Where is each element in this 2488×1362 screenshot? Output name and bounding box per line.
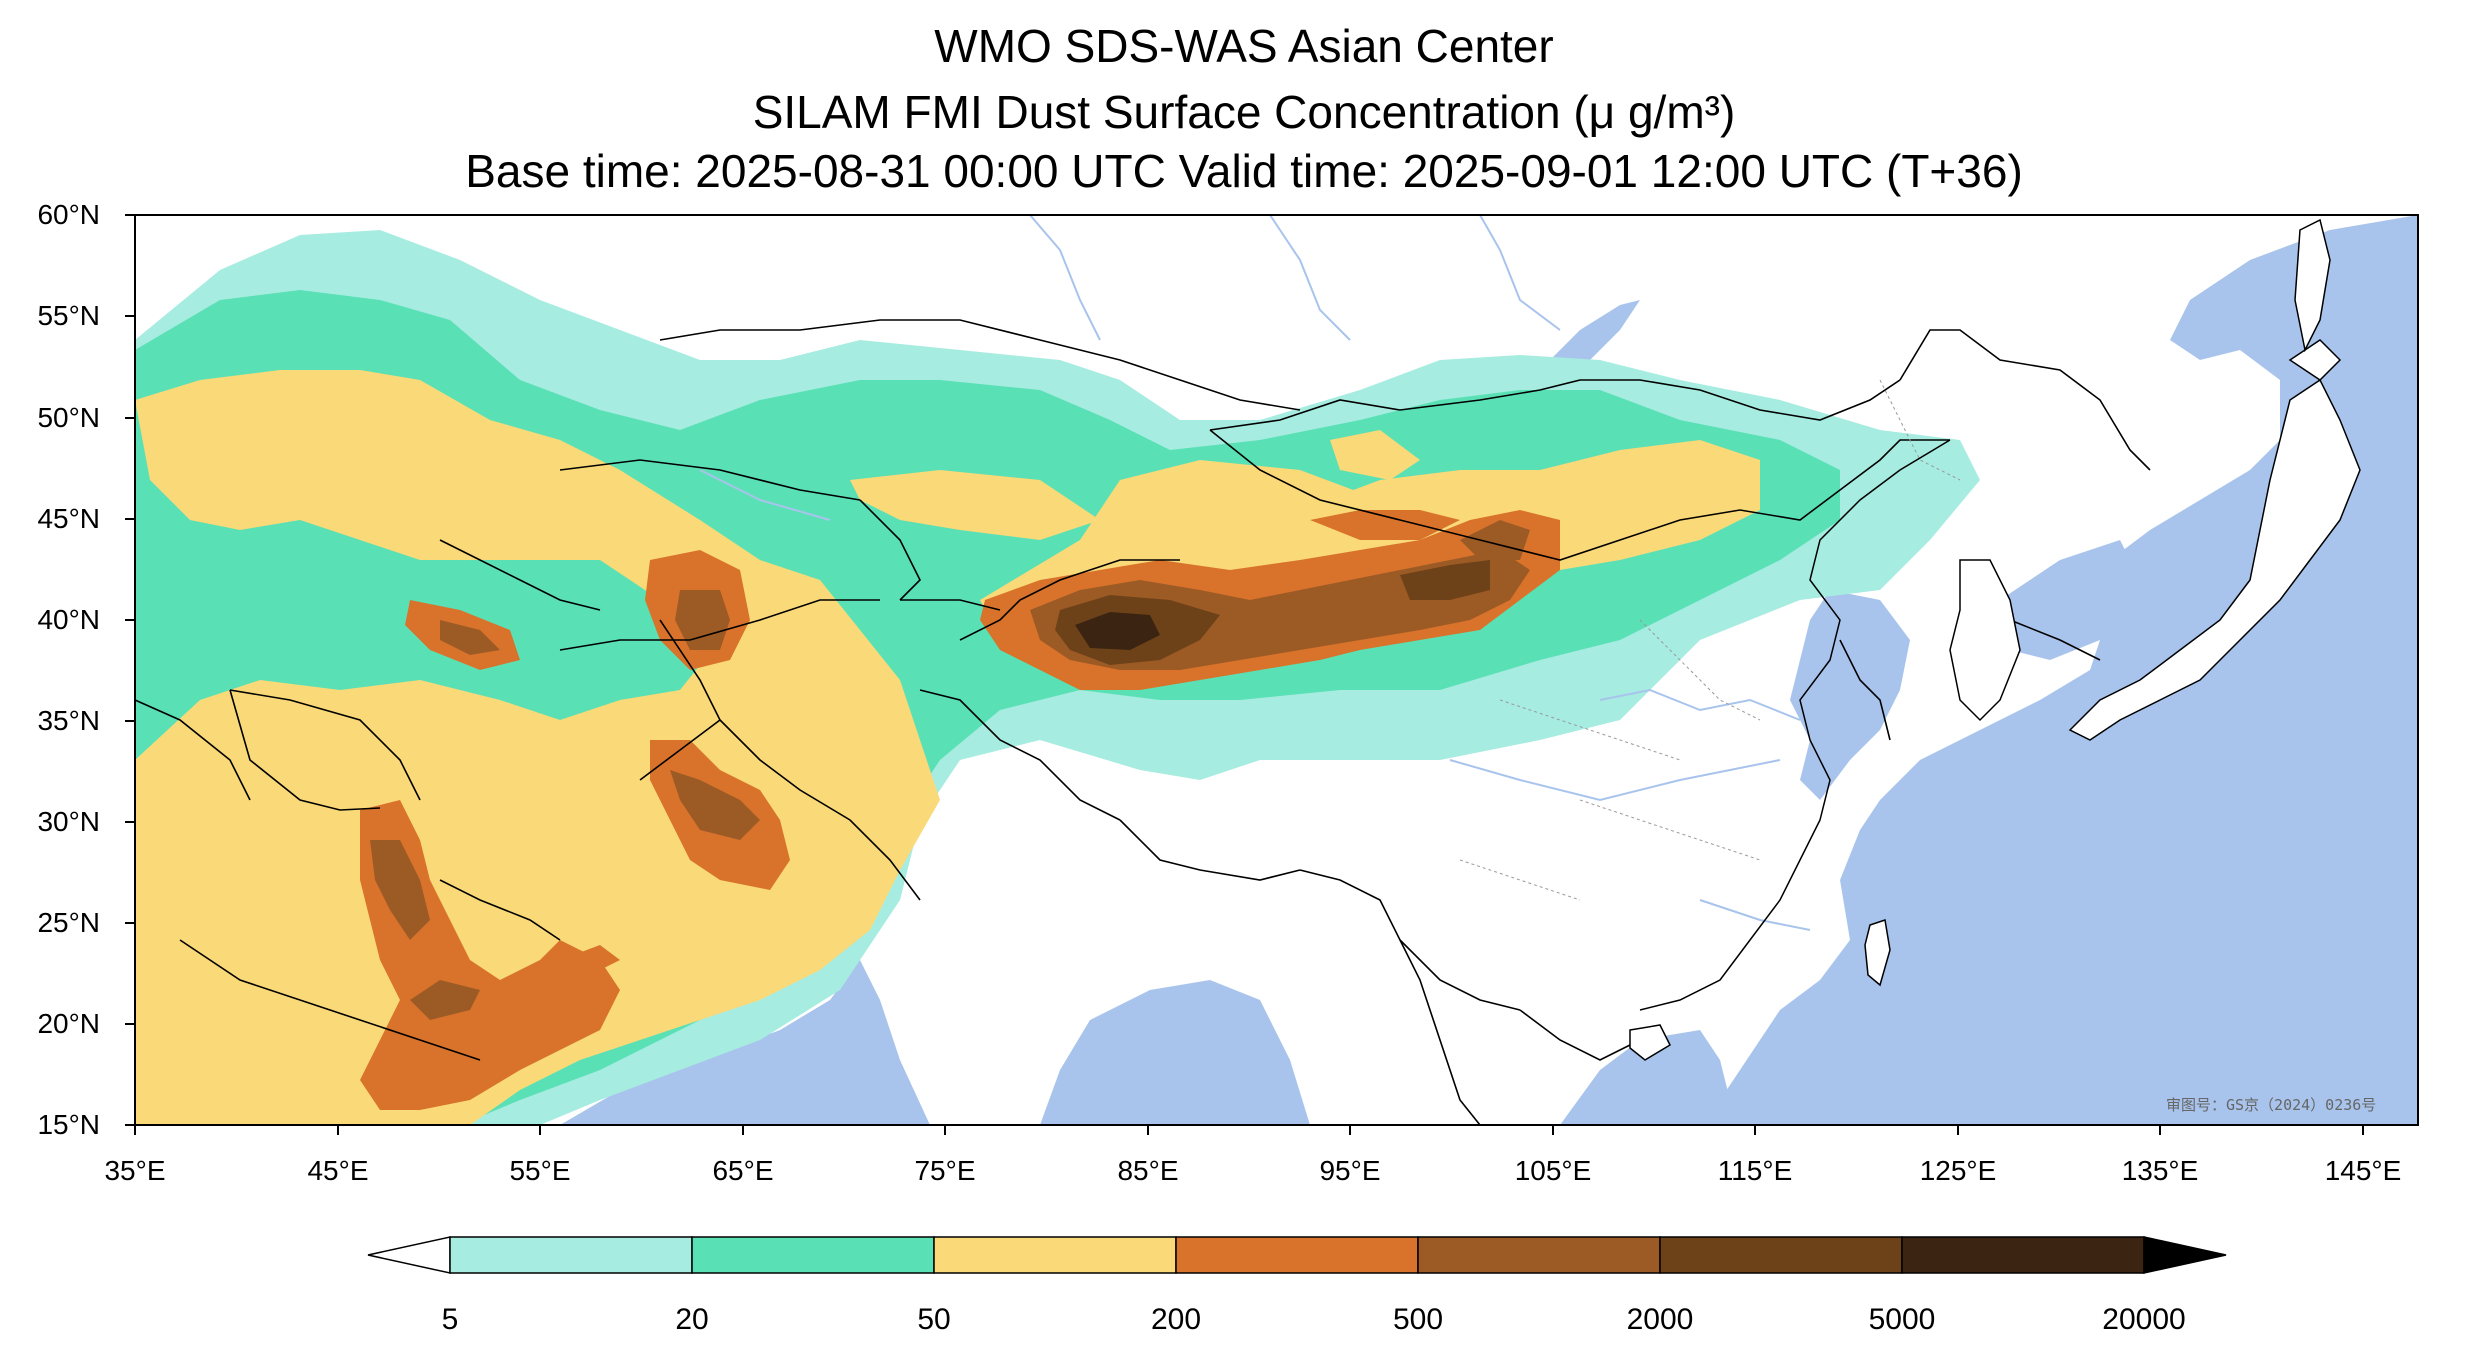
- lat-tick-label: 25°N: [37, 907, 100, 938]
- lon-tick-label: 145°E: [2324, 1155, 2402, 1186]
- lat-tick-label: 45°N: [37, 503, 100, 534]
- colorbar-label: 50: [917, 1303, 951, 1336]
- colorbar-label: 500: [1392, 1303, 1444, 1336]
- colorbar-bin-5: [1417, 1236, 1661, 1274]
- lon-tick-label: 85°E: [1117, 1155, 1179, 1186]
- colorbar-label: 5: [441, 1303, 459, 1336]
- yellow-sea: [1790, 590, 1910, 800]
- lon-tick-label: 35°E: [104, 1155, 166, 1186]
- colorbar-label: 5000: [1868, 1303, 1936, 1336]
- title-line-1: WMO SDS-WAS Asian Center: [934, 20, 1554, 72]
- colorbar-label: 200: [1150, 1303, 1202, 1336]
- lon-tick-label: 75°E: [914, 1155, 976, 1186]
- lon-tick-label: 65°E: [712, 1155, 774, 1186]
- colorbar-label: 20000: [2102, 1303, 2186, 1336]
- colorbar-bin-2: [691, 1236, 935, 1274]
- colorbar-bin-4: [1175, 1236, 1419, 1274]
- province-borders: [1459, 379, 1961, 901]
- colorbar-bin-7: [1901, 1236, 2145, 1274]
- lon-tick-label: 135°E: [2121, 1155, 2199, 1186]
- lat-tick-label: 55°N: [37, 300, 100, 331]
- colorbar: [367, 1236, 2227, 1274]
- rivers: [699, 215, 1811, 931]
- map-approval-number: 审图号：GS京（2024）0236号: [2166, 1096, 2377, 1114]
- lat-tick-label: 40°N: [37, 604, 100, 635]
- sakhalin-land: [2294, 218, 2331, 353]
- colorbar-label: 2000: [1626, 1303, 1694, 1336]
- colorbar-extend-high: [2143, 1236, 2227, 1274]
- lat-tick-label: 60°N: [37, 199, 100, 230]
- colorbar-bin-1: [449, 1236, 693, 1274]
- lat-tick-label: 35°N: [37, 705, 100, 736]
- taiwan-land: [1864, 919, 1891, 987]
- colorbar-extend-low: [367, 1236, 451, 1274]
- lat-tick-label: 50°N: [37, 402, 100, 433]
- korea-land: [1949, 559, 2021, 722]
- bay-of-bengal: [1040, 980, 1310, 1125]
- japan-land: [2068, 378, 2361, 741]
- south-china-sea: [1560, 1030, 1730, 1125]
- hokkaido-land: [2288, 339, 2342, 381]
- country-borders: [135, 319, 2151, 1125]
- lon-tick-label: 95°E: [1319, 1155, 1381, 1186]
- lon-tick-label: 55°E: [509, 1155, 571, 1186]
- axis-ticks: [125, 214, 2364, 1135]
- lon-tick-label: 105°E: [1514, 1155, 1592, 1186]
- hainan-land: [1629, 1024, 1671, 1061]
- lat-tick-label: 15°N: [37, 1109, 100, 1140]
- lat-tick-label: 20°N: [37, 1008, 100, 1039]
- colorbar-label: 20: [675, 1303, 709, 1336]
- title-line-3: Base time: 2025-08-31 00:00 UTC Valid ti…: [465, 145, 2023, 197]
- dust-level-5000-20000: [1075, 612, 1160, 650]
- colorbar-bin-6: [1659, 1236, 1903, 1274]
- arabian-sea: [560, 960, 930, 1125]
- china-coastline: [1639, 439, 1951, 1011]
- lon-tick-label: 45°E: [307, 1155, 369, 1186]
- title-line-2: SILAM FMI Dust Surface Concentration (μ …: [752, 86, 1736, 138]
- lat-tick-label: 30°N: [37, 806, 100, 837]
- colorbar-bin-3: [933, 1236, 1177, 1274]
- lon-tick-label: 125°E: [1919, 1155, 1997, 1186]
- pacific-ocean: [1700, 215, 2418, 1125]
- map-frame: [134, 214, 2419, 1126]
- lon-tick-label: 115°E: [1717, 1155, 1793, 1186]
